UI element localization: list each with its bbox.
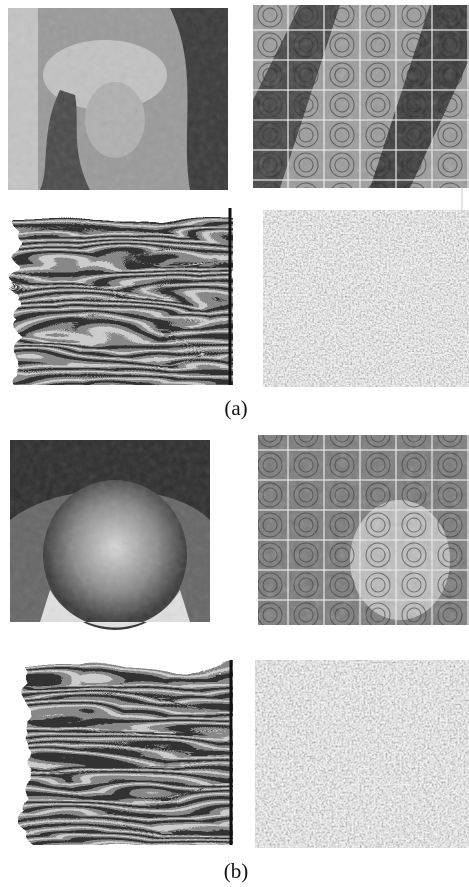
caption: (a) [224,396,248,420]
encrypted-image-a [263,210,469,387]
original-image-a [8,8,228,190]
scrambled-image-b [258,435,469,625]
encrypted-image-b [255,660,469,848]
original-image-b [10,440,210,630]
caption: (b) [223,859,249,883]
scrambled-image-a [253,5,469,210]
diffused-image-b [18,660,233,845]
diffused-image-a [8,208,233,385]
